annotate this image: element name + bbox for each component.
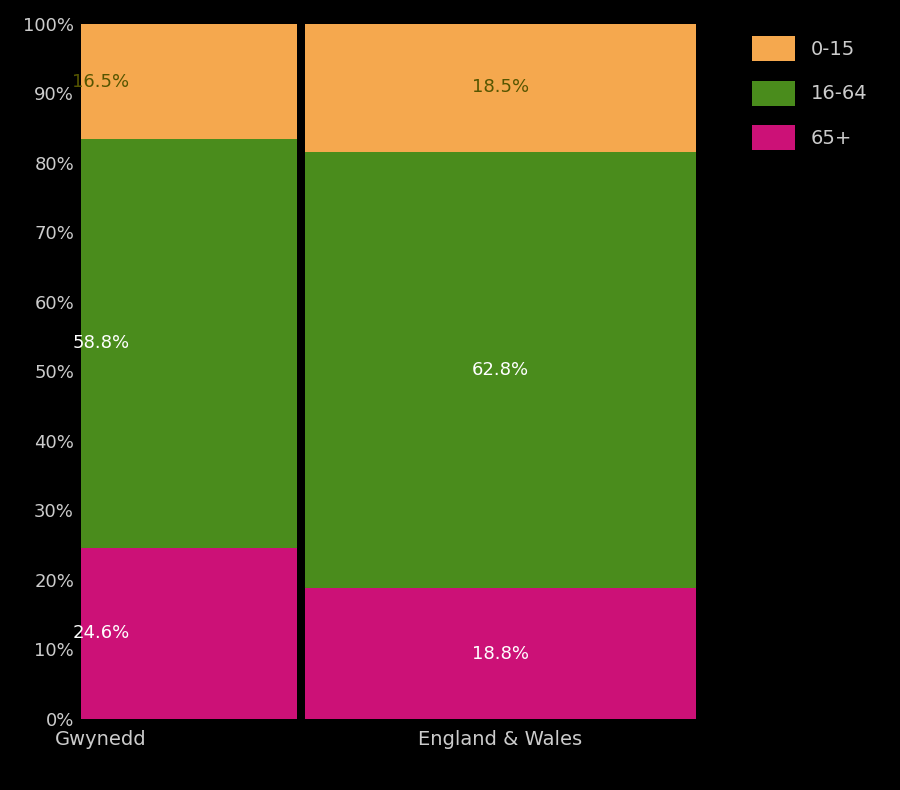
Bar: [304, 152, 696, 589]
Bar: [0, 24, 297, 139]
Text: 18.5%: 18.5%: [472, 78, 529, 96]
Legend: 0-15, 16-64, 65+: 0-15, 16-64, 65+: [742, 27, 877, 160]
Bar: [304, 23, 696, 152]
Text: 16.5%: 16.5%: [72, 73, 130, 91]
Text: 18.8%: 18.8%: [472, 645, 529, 663]
Bar: [304, 589, 696, 719]
Bar: [0, 548, 297, 719]
Text: 24.6%: 24.6%: [72, 624, 130, 642]
Bar: [0, 139, 297, 548]
Text: 62.8%: 62.8%: [472, 361, 529, 379]
Text: 58.8%: 58.8%: [72, 334, 130, 352]
